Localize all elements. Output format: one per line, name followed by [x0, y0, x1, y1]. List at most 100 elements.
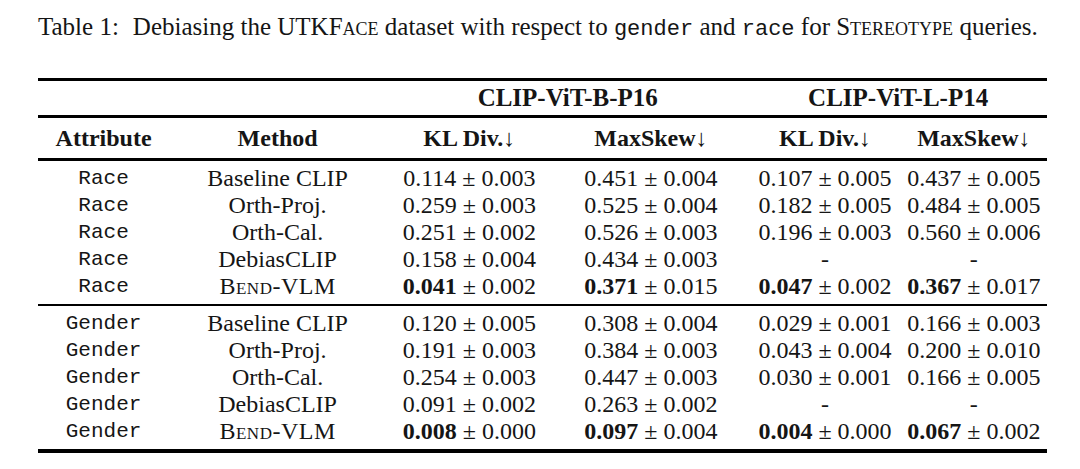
mean-value: 0.030: [758, 364, 812, 390]
value-cell: 0.030 ± 0.001: [749, 364, 900, 391]
table-row: Race Orth-Proj. 0.259 ± 0.0030.525 ± 0.0…: [38, 192, 1047, 219]
method-cell: DebiasCLIP: [169, 391, 386, 418]
results-table-wrap: CLIP-ViT-B-P16 CLIP-ViT-L-P14 Attribute …: [38, 78, 1047, 453]
value-cell: 0.308 ± 0.004: [553, 305, 750, 337]
plus-minus-std: ± 0.003: [638, 364, 717, 390]
plus-minus-std: ± 0.003: [457, 192, 536, 218]
mean-value: 0.308: [584, 310, 638, 336]
value-cell: 0.434 ± 0.003: [553, 246, 750, 273]
mean-value: 0.251: [403, 219, 457, 245]
caption-segment: for: [801, 13, 830, 40]
mean-value: 0.166: [907, 364, 961, 390]
value-cell: 0.447 ± 0.003: [553, 364, 750, 391]
results-table: CLIP-ViT-B-P16 CLIP-ViT-L-P14 Attribute …: [38, 78, 1047, 453]
table-body: Race Baseline CLIP 0.114 ± 0.0030.451 ± …: [38, 160, 1047, 452]
plus-minus-std: ± 0.010: [961, 337, 1040, 363]
mean-value: 0.200: [907, 337, 961, 363]
attribute-cell: Race: [38, 273, 169, 305]
value-cell: 0.158 ± 0.004: [386, 246, 552, 273]
column-header-kl-div-b: KL Div.↓: [386, 117, 552, 160]
value-cell: 0.114 ± 0.003: [386, 160, 552, 193]
table-caption: Table 1:Debiasing the UTKFace dataset wi…: [38, 10, 1050, 47]
table-row: Gender Orth-Cal. 0.254 ± 0.0030.447 ± 0.…: [38, 364, 1047, 391]
table-row: Gender Orth-Proj. 0.191 ± 0.0030.384 ± 0…: [38, 337, 1047, 364]
attribute-cell: Gender: [38, 364, 169, 391]
plus-minus-std: ± 0.003: [457, 337, 536, 363]
caption-segment-gender-code: gender: [614, 17, 693, 42]
caption-segment: Debiasing the: [133, 13, 271, 40]
value-cell: 0.008 ± 0.000: [386, 418, 552, 451]
value-cell: 0.371 ± 0.015: [553, 273, 750, 305]
plus-minus-std: ± 0.005: [812, 165, 891, 191]
value-cell: 0.091 ± 0.002: [386, 391, 552, 418]
table-row: Gender DebiasCLIP 0.091 ± 0.0020.263 ± 0…: [38, 391, 1047, 418]
value-cell: 0.251 ± 0.002: [386, 219, 552, 246]
missing-value: -: [821, 391, 829, 417]
mean-value: 0.166: [907, 310, 961, 336]
caption-label: Table 1:: [38, 13, 119, 40]
mean-value: 0.367: [907, 273, 961, 299]
value-cell: 0.437 ± 0.005: [901, 160, 1047, 193]
value-cell: 0.560 ± 0.006: [901, 219, 1047, 246]
plus-minus-std: ± 0.003: [961, 310, 1040, 336]
missing-value: -: [970, 391, 978, 417]
value-cell: 0.451 ± 0.004: [553, 160, 750, 193]
plus-minus-std: ± 0.004: [812, 337, 891, 363]
mean-value: 0.254: [403, 364, 457, 390]
attribute-cell: Race: [38, 246, 169, 273]
value-cell: 0.067 ± 0.002: [901, 418, 1047, 451]
value-cell: 0.254 ± 0.003: [386, 364, 552, 391]
method-cell: Baseline CLIP: [169, 160, 386, 193]
plus-minus-std: ± 0.000: [457, 418, 536, 444]
table-row: Race Baseline CLIP 0.114 ± 0.0030.451 ± …: [38, 160, 1047, 193]
value-cell: 0.047 ± 0.002: [749, 273, 900, 305]
attribute-cell: Race: [38, 160, 169, 193]
group-header-row: CLIP-ViT-B-P16 CLIP-ViT-L-P14: [38, 80, 1047, 117]
plus-minus-std: ± 0.006: [961, 219, 1040, 245]
mean-value: 0.259: [403, 192, 457, 218]
column-header-kl-div-l: KL Div.↓: [749, 117, 900, 160]
value-cell: 0.097 ± 0.004: [553, 418, 750, 451]
table-row: Gender Baseline CLIP 0.120 ± 0.0050.308 …: [38, 305, 1047, 337]
table-row: Race DebiasCLIP 0.158 ± 0.0040.434 ± 0.0…: [38, 246, 1047, 273]
method-cell: Baseline CLIP: [169, 305, 386, 337]
plus-minus-std: ± 0.005: [961, 192, 1040, 218]
plus-minus-std: ± 0.004: [638, 192, 717, 218]
mean-value: 0.067: [907, 418, 961, 444]
mean-value: 0.158: [403, 246, 457, 272]
method-cell: DebiasCLIP: [169, 246, 386, 273]
value-cell: 0.384 ± 0.003: [553, 337, 750, 364]
value-cell: 0.259 ± 0.003: [386, 192, 552, 219]
mean-value: 0.107: [758, 165, 812, 191]
plus-minus-std: ± 0.000: [812, 418, 891, 444]
attribute-cell: Race: [38, 192, 169, 219]
caption-segment: dataset with respect to: [385, 13, 608, 40]
value-cell: 0.196 ± 0.003: [749, 219, 900, 246]
table-row: Race Bend-VLM 0.041 ± 0.0020.371 ± 0.015…: [38, 273, 1047, 305]
paper-table-figure: Table 1:Debiasing the UTKFace dataset wi…: [0, 0, 1080, 469]
mean-value: 0.263: [584, 391, 638, 417]
mean-value: 0.437: [907, 165, 961, 191]
missing-value: -: [821, 246, 829, 272]
method-cell: Bend-VLM: [169, 418, 386, 451]
value-cell: 0.004 ± 0.000: [749, 418, 900, 451]
value-cell: 0.526 ± 0.003: [553, 219, 750, 246]
mean-value: 0.120: [403, 310, 457, 336]
caption-segment: and: [699, 13, 735, 40]
group-header-clip-vit-b-p16: CLIP-ViT-B-P16: [386, 80, 749, 117]
column-header-maxskew-b: MaxSkew↓: [553, 117, 750, 160]
plus-minus-std: ± 0.002: [457, 273, 536, 299]
plus-minus-std: ± 0.002: [961, 418, 1040, 444]
mean-value: 0.114: [403, 165, 456, 191]
plus-minus-std: ± 0.004: [638, 165, 717, 191]
value-cell: 0.182 ± 0.005: [749, 192, 900, 219]
mean-value: 0.434: [584, 246, 638, 272]
mean-value: 0.004: [758, 418, 812, 444]
value-cell: 0.029 ± 0.001: [749, 305, 900, 337]
value-cell: 0.166 ± 0.005: [901, 364, 1047, 391]
plus-minus-std: ± 0.002: [638, 391, 717, 417]
value-cell: 0.200 ± 0.010: [901, 337, 1047, 364]
value-cell: 0.107 ± 0.005: [749, 160, 900, 193]
caption-segment: queries.: [959, 13, 1037, 40]
value-cell: 0.041 ± 0.002: [386, 273, 552, 305]
